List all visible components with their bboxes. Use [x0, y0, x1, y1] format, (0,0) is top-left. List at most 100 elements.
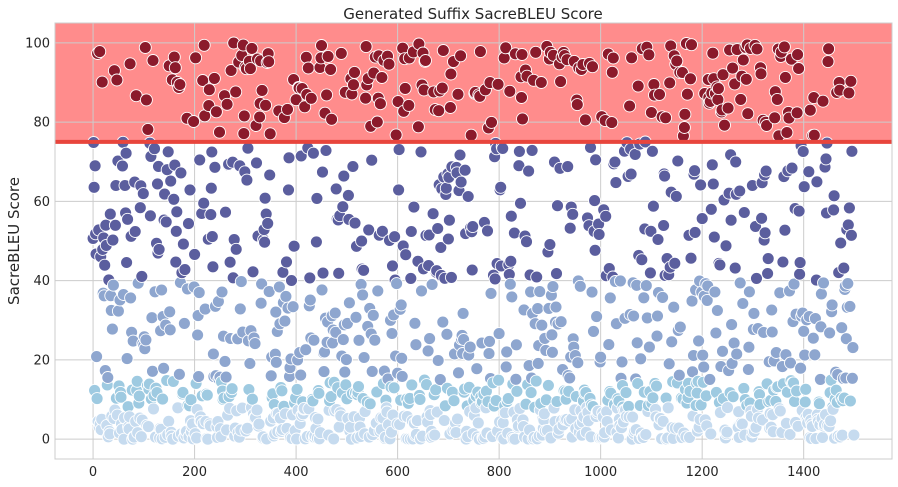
data-point: [275, 384, 289, 398]
data-point: [522, 164, 536, 178]
data-point: [639, 279, 653, 293]
data-point: [259, 98, 273, 112]
data-point: [189, 51, 203, 65]
data-point: [124, 291, 138, 305]
data-point: [243, 357, 257, 370]
data-point: [656, 414, 670, 428]
data-point: [371, 284, 385, 298]
data-point: [106, 278, 120, 292]
data-point: [488, 272, 502, 286]
data-point: [729, 155, 743, 169]
data-point: [422, 228, 436, 242]
data-point: [415, 284, 428, 298]
data-point: [619, 386, 633, 400]
data-point: [229, 242, 243, 256]
data-point: [554, 75, 568, 89]
data-point: [176, 237, 190, 251]
data-point: [338, 365, 352, 379]
data-point: [587, 324, 600, 338]
data-point: [658, 169, 672, 183]
data-point: [316, 165, 329, 179]
data-point: [615, 355, 629, 369]
data-point: [278, 314, 292, 328]
data-point: [796, 145, 810, 158]
data-point: [835, 321, 849, 335]
data-point: [389, 128, 403, 142]
data-point: [725, 318, 739, 332]
data-point: [312, 386, 326, 400]
data-point: [730, 347, 744, 361]
data-point: [286, 300, 300, 314]
data-point: [534, 76, 548, 89]
data-point: [442, 213, 456, 227]
data-point: [147, 402, 160, 416]
data-point: [101, 371, 115, 384]
data-point: [411, 120, 425, 134]
data-point: [357, 263, 371, 277]
data-point: [192, 286, 206, 300]
data-point: [484, 286, 498, 300]
data-point: [135, 269, 149, 283]
data-point: [208, 160, 222, 174]
data-point: [503, 277, 517, 291]
data-point: [626, 410, 640, 424]
data-point: [191, 328, 205, 342]
data-point: [162, 414, 176, 428]
data-point: [204, 181, 218, 195]
data-point: [299, 50, 313, 64]
data-point: [421, 344, 435, 358]
data-point: [824, 414, 838, 428]
data-point: [570, 98, 584, 112]
data-point: [590, 310, 604, 324]
data-point: [791, 48, 805, 62]
data-point: [496, 141, 510, 155]
data-point: [339, 378, 353, 392]
data-point: [520, 235, 533, 249]
data-point: [359, 40, 373, 54]
data-point: [545, 328, 559, 342]
data-point: [792, 62, 806, 75]
data-point: [481, 224, 494, 238]
data-point: [726, 390, 740, 404]
data-point: [390, 277, 404, 291]
y-tick-label: 0: [42, 433, 50, 448]
data-point: [503, 84, 517, 98]
data-point: [254, 296, 268, 310]
data-point: [88, 159, 102, 173]
data-point: [315, 39, 328, 52]
data-point: [760, 119, 774, 132]
data-point: [167, 50, 181, 64]
data-point: [347, 78, 360, 92]
data-point: [373, 97, 387, 111]
data-point: [156, 392, 170, 406]
data-point: [342, 296, 356, 310]
data-point: [309, 235, 323, 249]
data-point: [95, 75, 109, 89]
data-point: [705, 158, 719, 172]
data-point: [282, 151, 296, 165]
data-point: [157, 361, 171, 375]
data-point: [362, 223, 376, 237]
data-point: [218, 354, 232, 368]
data-point: [843, 394, 857, 408]
data-point: [783, 428, 797, 441]
data-point: [299, 343, 313, 357]
data-point: [463, 340, 477, 354]
data-point: [773, 404, 787, 418]
data-point: [164, 174, 178, 188]
data-point: [355, 234, 369, 248]
data-point: [571, 356, 585, 370]
data-point: [332, 266, 346, 280]
data-point: [627, 309, 641, 323]
data-point: [440, 327, 454, 341]
data-point: [454, 175, 468, 189]
data-point: [173, 78, 187, 91]
data-point: [287, 239, 301, 253]
data-point: [174, 166, 188, 180]
data-point: [310, 191, 324, 205]
data-point: [170, 205, 184, 219]
data-point: [586, 60, 599, 74]
data-point: [651, 309, 664, 323]
data-point: [482, 347, 496, 361]
